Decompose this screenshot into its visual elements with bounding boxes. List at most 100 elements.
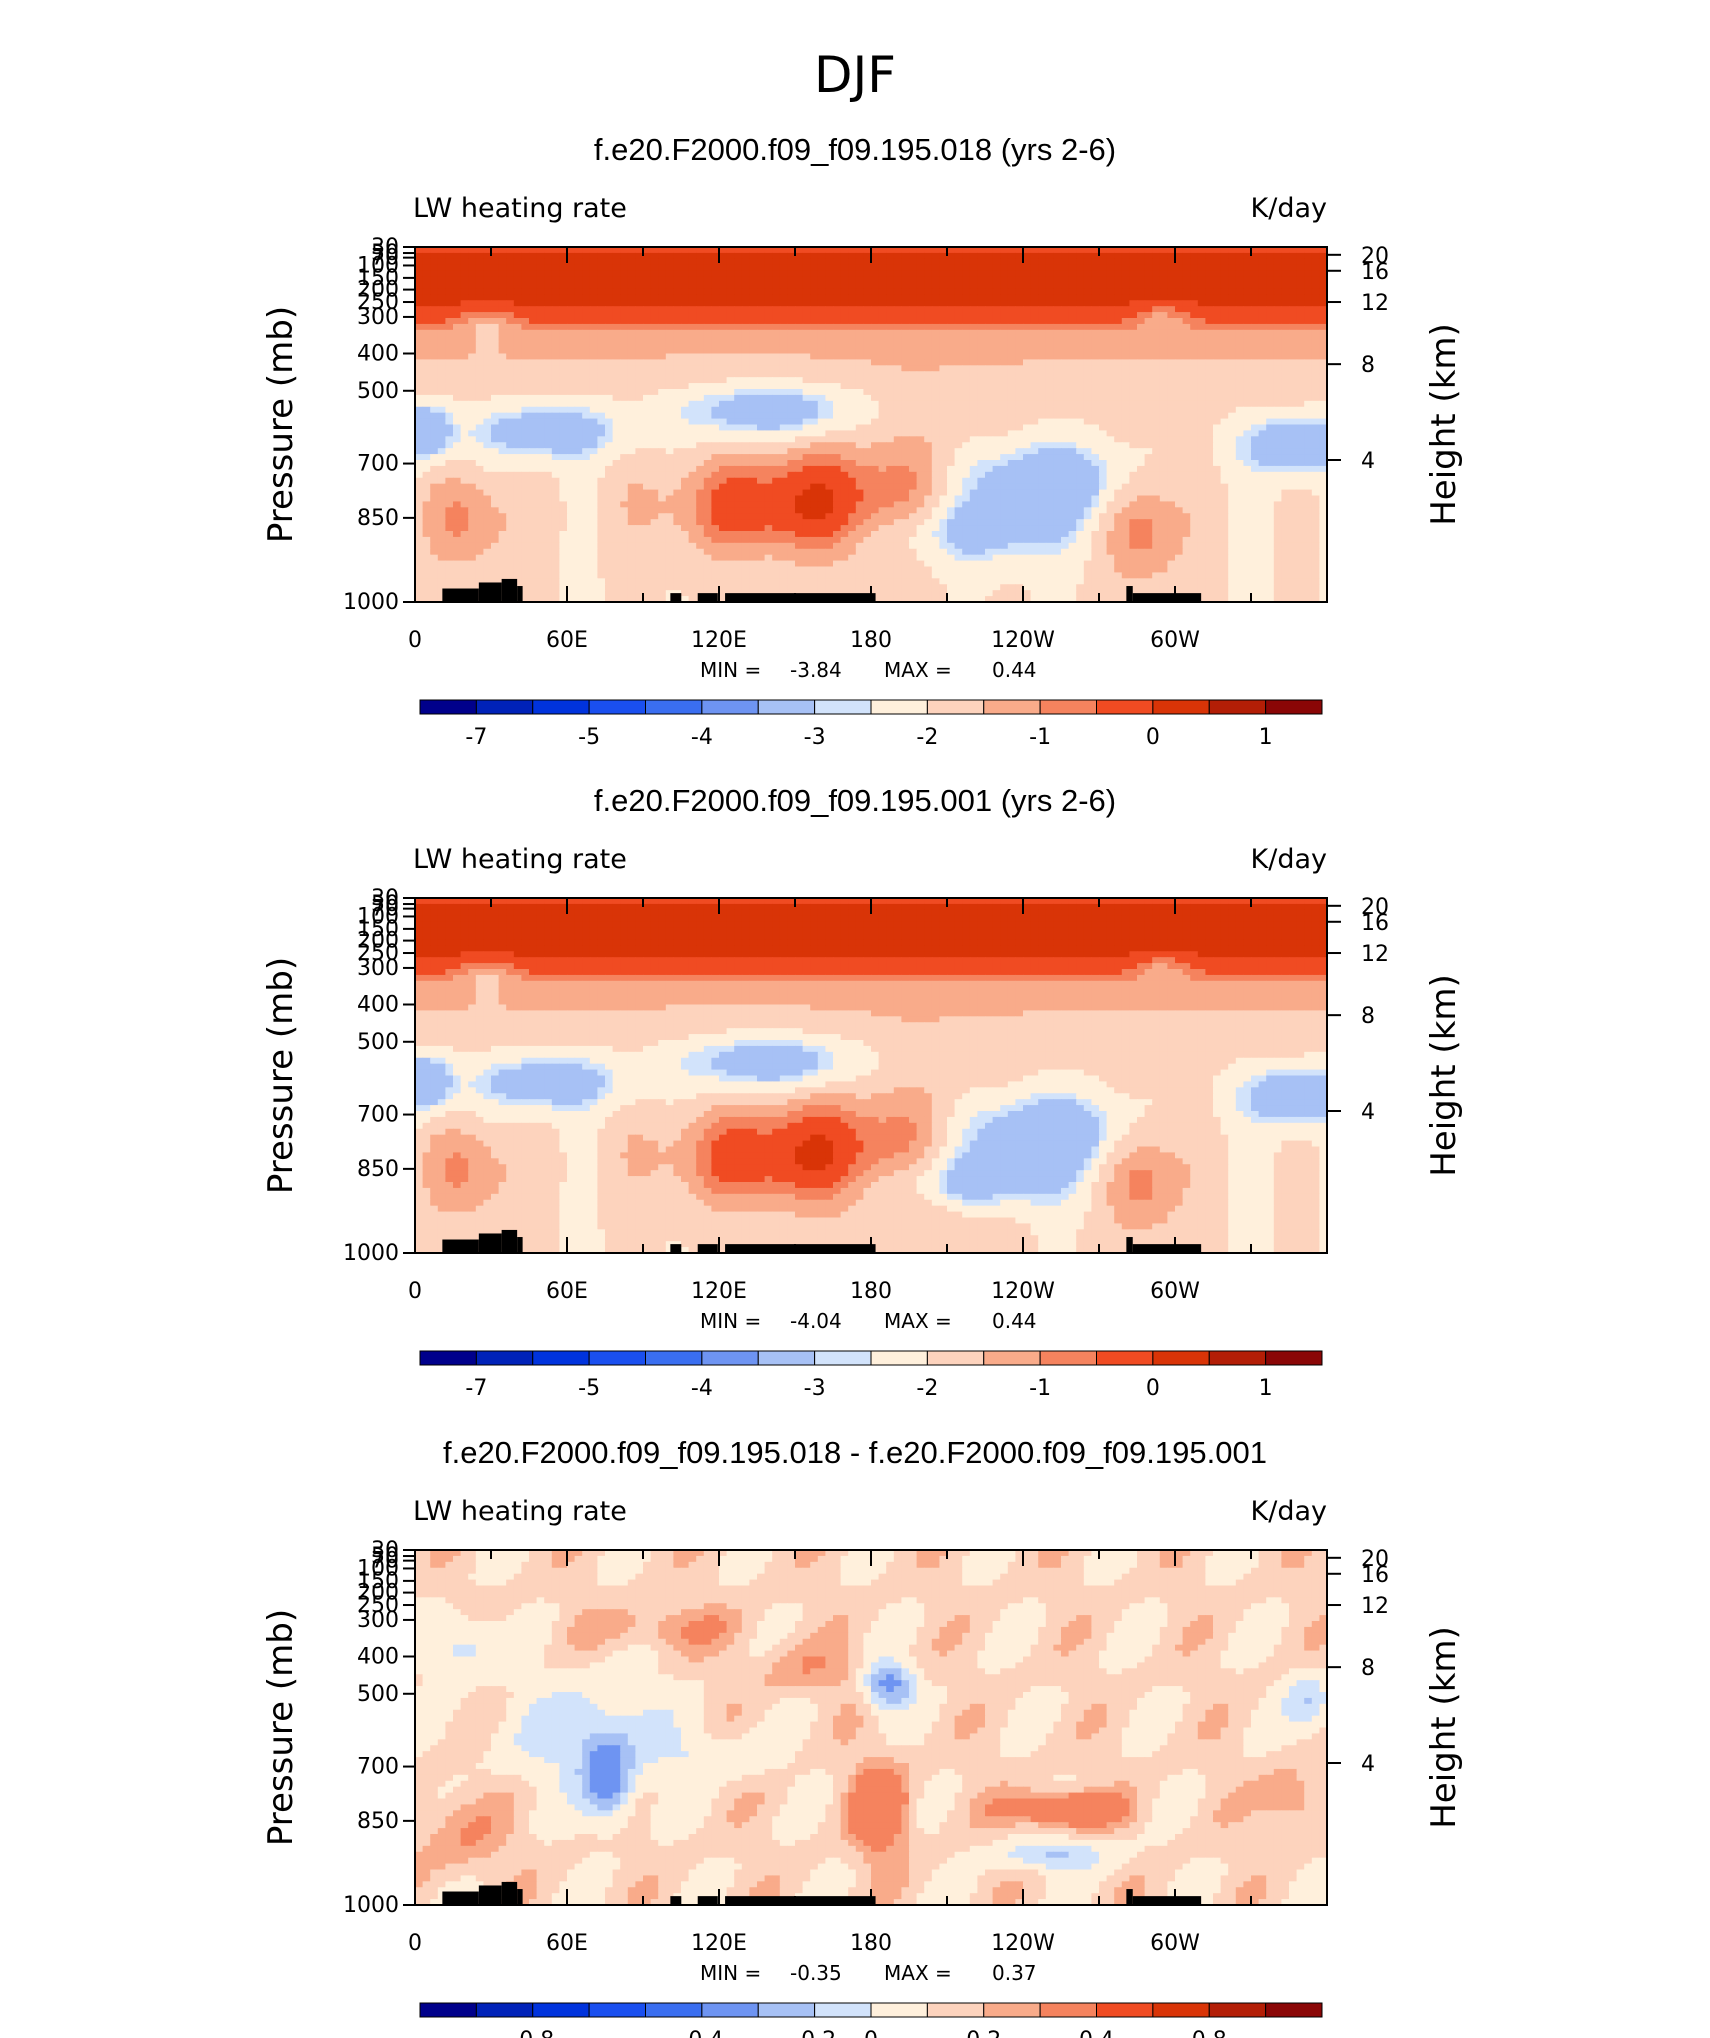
contour-cell bbox=[1281, 252, 1290, 260]
contour-cell bbox=[878, 318, 887, 325]
contour-cell bbox=[863, 436, 872, 443]
contour-cell bbox=[536, 323, 545, 331]
contour-cell bbox=[475, 300, 484, 307]
contour-cell bbox=[855, 288, 864, 295]
contour-cell bbox=[878, 306, 887, 313]
contour-cell bbox=[1000, 282, 1009, 290]
contour-cell bbox=[757, 406, 766, 414]
contour-cell bbox=[711, 489, 720, 497]
contour-cell bbox=[635, 418, 644, 426]
contour-cell bbox=[772, 329, 781, 337]
contour-cell bbox=[521, 377, 530, 384]
contour-cell bbox=[855, 306, 864, 313]
contour-cell bbox=[901, 483, 910, 491]
contour-cell bbox=[1106, 318, 1115, 325]
contour-cell bbox=[810, 300, 819, 307]
contour-cell bbox=[825, 288, 834, 295]
contour-cell bbox=[635, 365, 644, 372]
contour-cell bbox=[1091, 318, 1100, 325]
contour-cell bbox=[1235, 418, 1244, 426]
contour-cell bbox=[1045, 335, 1054, 343]
contour-cell bbox=[597, 335, 606, 343]
contour-cell bbox=[726, 389, 735, 396]
contour-cell bbox=[825, 377, 834, 384]
contour-cell bbox=[681, 288, 690, 295]
contour-cell bbox=[817, 306, 826, 313]
contour-cell bbox=[1281, 371, 1290, 378]
contour-cell bbox=[468, 424, 477, 432]
contour-cell bbox=[726, 341, 735, 349]
contour-cell bbox=[1319, 400, 1327, 408]
contour-cell bbox=[871, 276, 880, 284]
contour-cell bbox=[757, 329, 766, 337]
contour-cell bbox=[1197, 353, 1206, 361]
contour-cell bbox=[901, 489, 910, 497]
contour-cell bbox=[1129, 312, 1138, 319]
contour-cell bbox=[810, 347, 819, 355]
contour-cell bbox=[1228, 264, 1237, 272]
contour-cell bbox=[589, 365, 598, 372]
contour-cell bbox=[1114, 436, 1123, 443]
contour-cell bbox=[551, 335, 560, 343]
contour-cell bbox=[878, 477, 887, 485]
contour-cell bbox=[703, 270, 712, 278]
contour-cell bbox=[1038, 424, 1047, 432]
contour-cell bbox=[939, 276, 948, 284]
contour-cell bbox=[779, 353, 788, 361]
contour-cell bbox=[1023, 400, 1032, 408]
contour-cell bbox=[1121, 412, 1130, 420]
contour-cell bbox=[1205, 347, 1214, 355]
contour-cell bbox=[977, 377, 986, 384]
contour-cell bbox=[589, 460, 598, 467]
contour-cell bbox=[521, 306, 530, 313]
contour-cell bbox=[1099, 288, 1108, 295]
contour-cell bbox=[977, 412, 986, 420]
contour-cell bbox=[1152, 383, 1161, 390]
contour-cell bbox=[931, 424, 940, 432]
contour-cell bbox=[468, 430, 477, 437]
contour-cell bbox=[719, 424, 728, 432]
contour-cell bbox=[453, 312, 462, 319]
contour-cell bbox=[848, 276, 857, 284]
contour-cell bbox=[931, 282, 940, 290]
contour-cell bbox=[931, 270, 940, 278]
contour-cell bbox=[650, 306, 659, 313]
contour-cell bbox=[1083, 371, 1092, 378]
contour-cell bbox=[1228, 483, 1237, 491]
contour-cell bbox=[878, 300, 887, 307]
contour-cell bbox=[924, 294, 933, 301]
contour-cell bbox=[612, 383, 621, 390]
contour-cell bbox=[1266, 412, 1275, 420]
contour-cell bbox=[1205, 252, 1214, 260]
contour-cell bbox=[924, 383, 933, 390]
contour-cell bbox=[1053, 418, 1062, 426]
contour-cell bbox=[711, 365, 720, 372]
contour-cell bbox=[947, 377, 956, 384]
contour-cell bbox=[1213, 323, 1222, 331]
contour-cell bbox=[757, 383, 766, 390]
contour-cell bbox=[529, 347, 538, 355]
contour-cell bbox=[1106, 306, 1115, 313]
contour-cell bbox=[924, 264, 933, 272]
contour-cell bbox=[1243, 430, 1252, 437]
contour-cell bbox=[650, 318, 659, 325]
contour-cell bbox=[430, 365, 439, 372]
contour-cell bbox=[734, 341, 743, 349]
contour-cell bbox=[415, 282, 424, 290]
contour-cell bbox=[893, 247, 902, 254]
contour-cell bbox=[825, 465, 834, 473]
contour-cell bbox=[1091, 465, 1100, 473]
contour-cell bbox=[1121, 288, 1130, 295]
contour-cell bbox=[589, 430, 598, 437]
contour-cell bbox=[772, 288, 781, 295]
contour-cell bbox=[924, 288, 933, 295]
contour-cell bbox=[916, 394, 925, 402]
contour-cell bbox=[635, 258, 644, 266]
contour-cell bbox=[871, 318, 880, 325]
contour-cell bbox=[840, 489, 849, 497]
contour-cell bbox=[521, 489, 530, 497]
contour-cell bbox=[1121, 294, 1130, 301]
contour-cell bbox=[1030, 448, 1039, 455]
contour-cell bbox=[1213, 247, 1222, 254]
contour-cell bbox=[605, 318, 614, 325]
